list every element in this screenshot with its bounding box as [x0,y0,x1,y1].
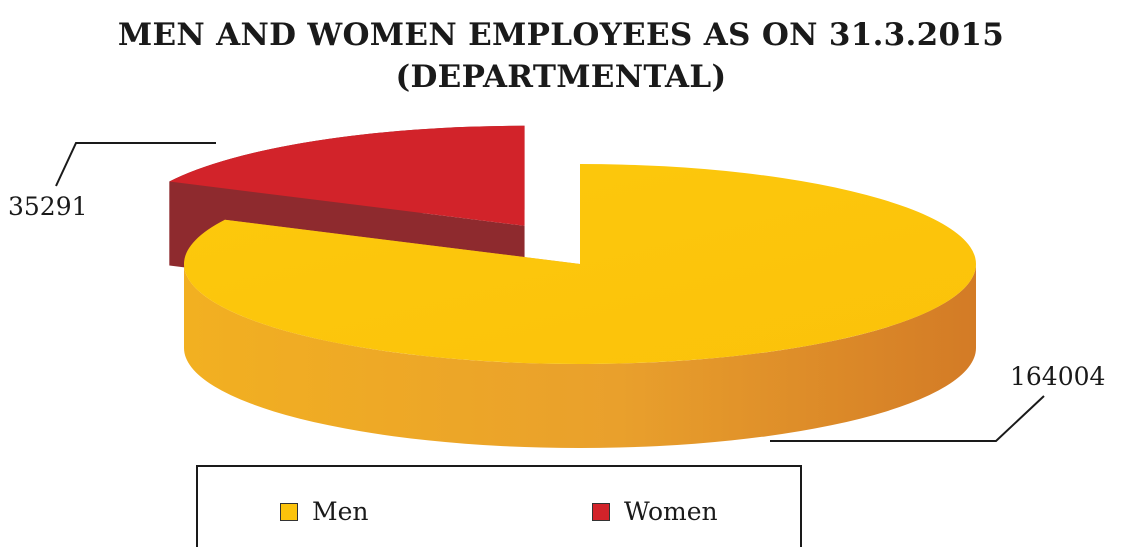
legend-item-men: Men [280,497,369,526]
chart-legend: Men Women [196,465,802,547]
pie-slice-men-side [184,264,976,448]
chart-title-line: MEN AND WOMEN EMPLOYEES AS ON 31.3.2015 [117,17,1005,53]
leader-line-men [770,395,1045,442]
chart-subtitle-line: (DEPARTMENTAL) [395,59,727,95]
chart-title: MEN AND WOMEN EMPLOYEES AS ON 31.3.2015 … [0,14,1122,98]
pie-slice-men [183,164,976,448]
leader-line-women [55,142,216,187]
data-label-men: 164004 [1010,362,1106,391]
pie-slice-women-top [169,125,525,226]
legend-swatch-men [280,502,298,521]
legend-swatch-women [592,502,610,521]
legend-label-women: Women [624,497,718,526]
pie-slice-men-top [183,164,976,364]
legend-label-men: Men [312,497,369,526]
data-label-women: 35291 [8,192,88,221]
legend-item-women: Women [592,497,718,526]
